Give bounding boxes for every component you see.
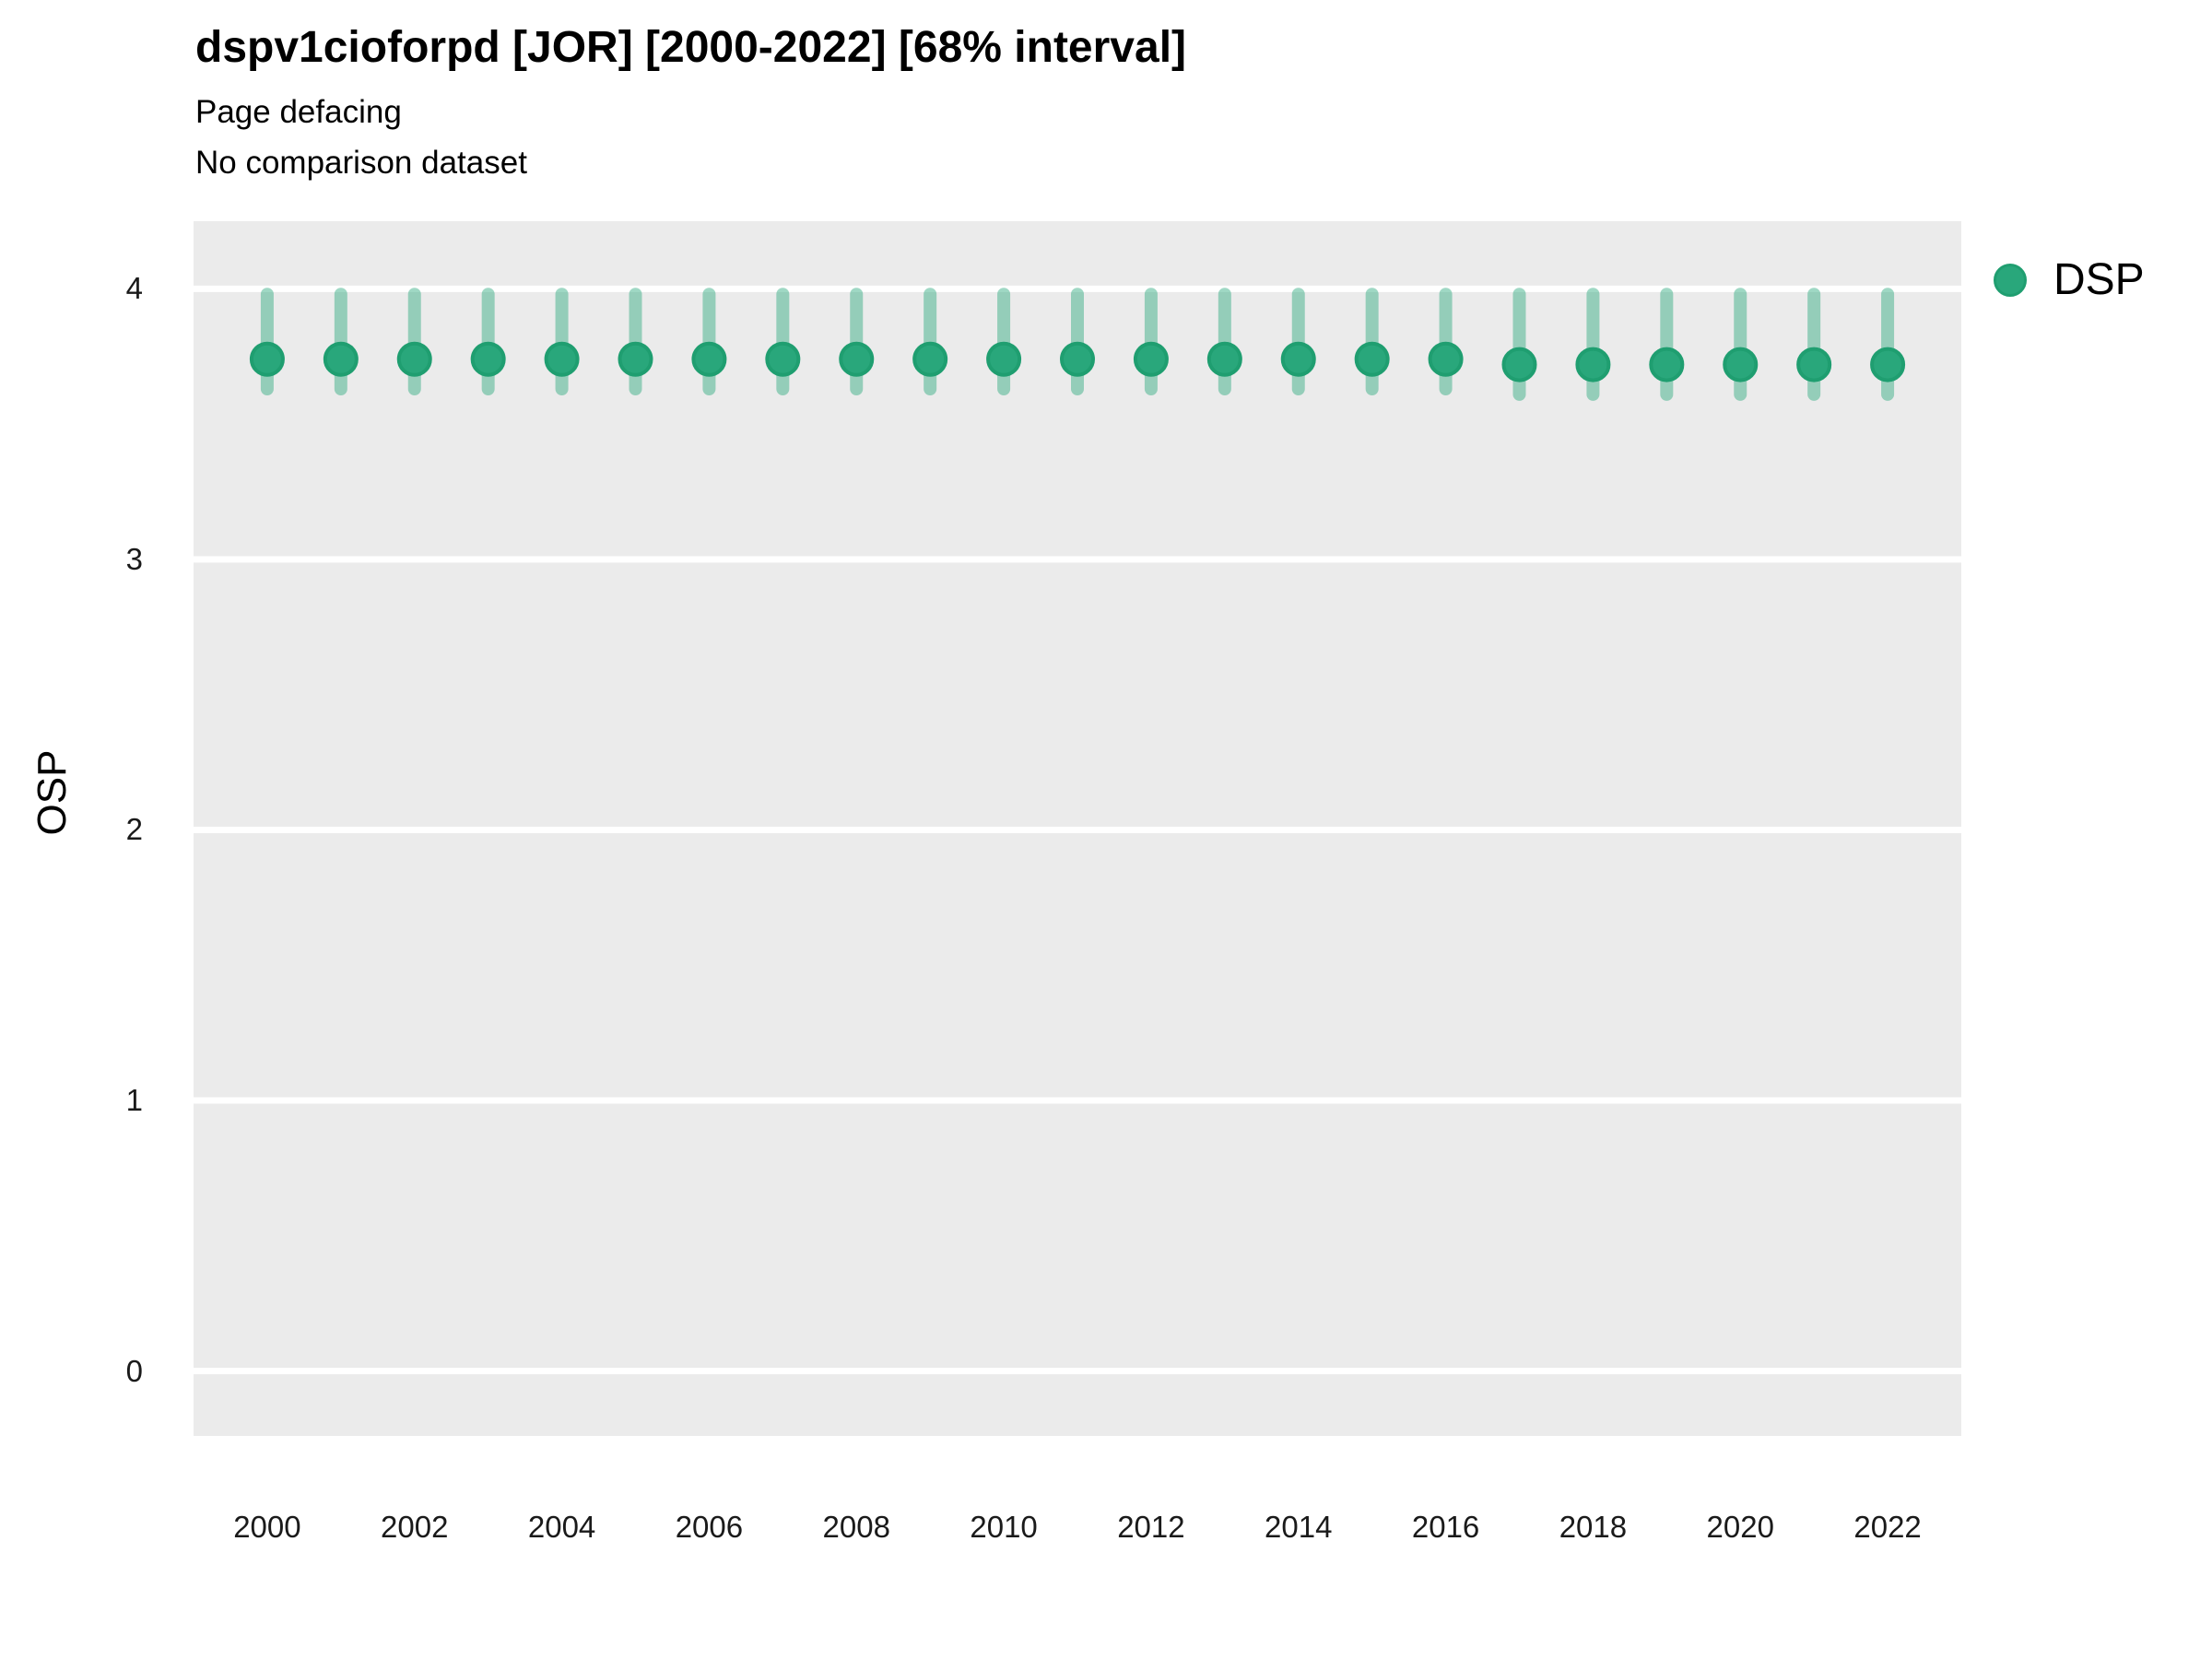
data-point-2003 xyxy=(470,341,506,377)
data-point-2013 xyxy=(1206,341,1242,377)
data-point-2006 xyxy=(691,341,727,377)
data-point-2019 xyxy=(1649,347,1685,382)
data-point-2001 xyxy=(323,341,359,377)
y-tick-label-4: 4 xyxy=(125,271,143,306)
plot-panel xyxy=(194,221,1961,1436)
gridline-y-2 xyxy=(194,826,1961,833)
data-point-2008 xyxy=(839,341,875,377)
data-point-2011 xyxy=(1060,341,1095,377)
data-point-2009 xyxy=(912,341,948,377)
data-point-2017 xyxy=(1501,347,1537,382)
x-tick-label-2004: 2004 xyxy=(527,1510,596,1544)
data-point-2022 xyxy=(1870,347,1906,382)
x-tick-label-2020: 2020 xyxy=(1706,1510,1774,1544)
data-point-2016 xyxy=(1428,341,1464,377)
plot-svg xyxy=(194,285,1961,1375)
y-tick-label-3: 3 xyxy=(125,541,143,576)
x-tick-label-2010: 2010 xyxy=(970,1510,1038,1544)
data-point-2015 xyxy=(1354,341,1390,377)
legend: DSP xyxy=(1994,254,2145,305)
chart-subtitle: Page defacing xyxy=(195,94,402,130)
gridline-y-4 xyxy=(194,285,1961,292)
data-point-2000 xyxy=(249,341,285,377)
data-point-2014 xyxy=(1280,341,1316,377)
legend-dsp-swatch-icon xyxy=(1994,263,2027,297)
x-tick-label-2022: 2022 xyxy=(1853,1510,1922,1544)
data-point-2018 xyxy=(1575,347,1611,382)
x-tick-label-2012: 2012 xyxy=(1117,1510,1185,1544)
data-point-2021 xyxy=(1796,347,1832,382)
data-point-2007 xyxy=(765,341,801,377)
gridline-y-3 xyxy=(194,556,1961,563)
x-tick-label-2014: 2014 xyxy=(1265,1510,1333,1544)
x-tick-label-2002: 2002 xyxy=(381,1510,449,1544)
x-tick-label-2006: 2006 xyxy=(675,1510,744,1544)
y-tick-label-1: 1 xyxy=(125,1083,143,1117)
data-point-2004 xyxy=(544,341,580,377)
y-tick-label-2: 2 xyxy=(125,812,143,847)
x-tick-label-2008: 2008 xyxy=(822,1510,890,1544)
data-point-2020 xyxy=(1723,347,1759,382)
gridline-y-0 xyxy=(194,1368,1961,1375)
data-point-2012 xyxy=(1133,341,1169,377)
chart-title: dspv1cioforpd [JOR] [2000-2022] [68% int… xyxy=(195,23,1187,72)
data-point-2005 xyxy=(618,341,653,377)
x-tick-label-2016: 2016 xyxy=(1411,1510,1480,1544)
gridline-y-1 xyxy=(194,1097,1961,1104)
chart-note: No comparison dataset xyxy=(195,145,527,181)
x-tick-label-2000: 2000 xyxy=(233,1510,301,1544)
data-point-2002 xyxy=(396,341,432,377)
y-tick-label-0: 0 xyxy=(125,1353,143,1388)
x-tick-label-2018: 2018 xyxy=(1559,1510,1628,1544)
legend-dsp-label: DSP xyxy=(2053,255,2145,304)
data-point-2010 xyxy=(986,341,1022,377)
